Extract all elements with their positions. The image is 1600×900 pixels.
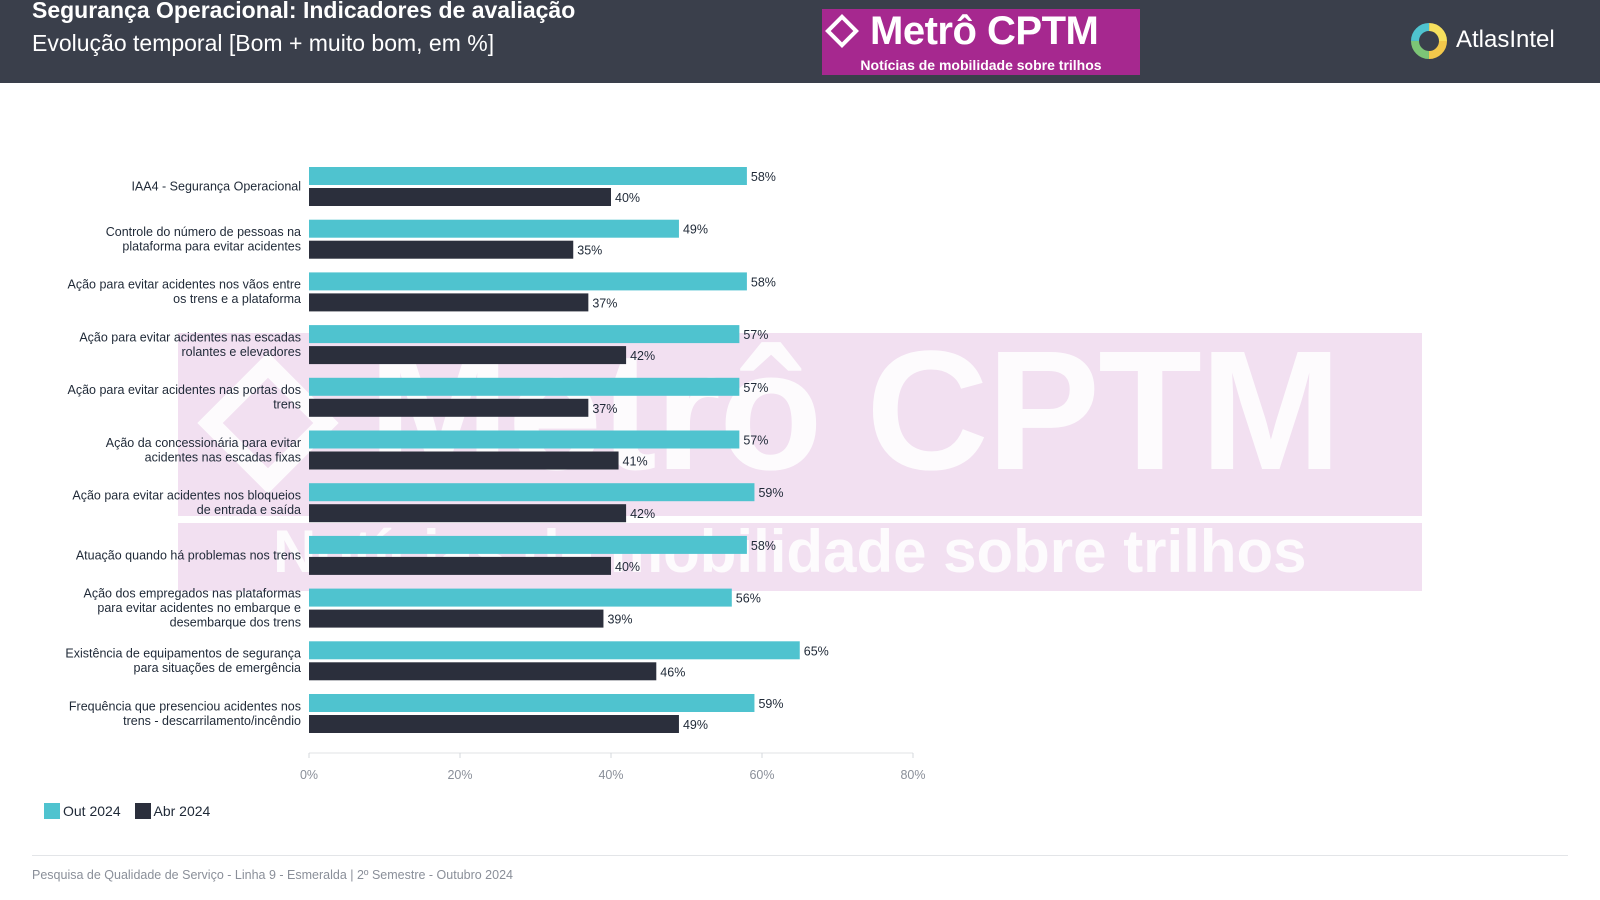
- category-label: rolantes e elevadores: [181, 345, 301, 359]
- bar-abr-2024: [309, 556, 611, 575]
- data-label-abr-2024: 41%: [623, 455, 648, 469]
- bar-abr-2024: [309, 662, 657, 681]
- x-tick-label: 80%: [900, 768, 925, 782]
- data-label-abr-2024: 37%: [592, 402, 617, 416]
- metro-cptm-logo: Metrô CPTM Notícias de mobilidade sobre …: [822, 9, 1140, 75]
- data-label-abr-2024: 39%: [607, 613, 632, 627]
- x-tick-label: 40%: [598, 768, 623, 782]
- data-label-abr-2024: 40%: [615, 560, 640, 574]
- bar-out-2024: [309, 272, 747, 291]
- category-label: IAA4 - Segurança Operacional: [131, 180, 301, 194]
- footer-source: Pesquisa de Qualidade de Serviço - Linha…: [32, 868, 513, 882]
- data-label-abr-2024: 42%: [630, 507, 655, 521]
- page-title: Segurança Operacional: Indicadores de av…: [32, 0, 576, 23]
- data-label-out-2024: 59%: [758, 697, 783, 711]
- footer-divider: [32, 855, 1568, 856]
- bar-abr-2024: [309, 609, 604, 628]
- legend-swatch-abr-2024: [134, 803, 151, 819]
- bar-abr-2024: [309, 346, 627, 365]
- data-label-out-2024: 58%: [751, 539, 776, 553]
- category-label: para situações de emergência: [134, 661, 302, 675]
- legend: Out 2024 Abr 2024: [44, 803, 220, 819]
- bar-out-2024: [309, 588, 732, 607]
- data-label-abr-2024: 42%: [630, 349, 655, 363]
- bar-out-2024: [309, 694, 755, 712]
- data-label-abr-2024: 40%: [615, 191, 640, 205]
- data-label-out-2024: 58%: [751, 170, 776, 184]
- bar-out-2024: [309, 483, 755, 502]
- page-subtitle: Evolução temporal [Bom + muito bom, em %…: [32, 30, 495, 56]
- legend-label-out-2024: Out 2024: [63, 803, 121, 819]
- data-label-abr-2024: 35%: [577, 244, 602, 258]
- category-label: Ação para evitar acidentes nas escadas: [79, 330, 301, 344]
- atlas-ring-icon: [1411, 23, 1447, 59]
- category-label: trens - descarrilamento/incêndio: [123, 714, 301, 728]
- bar-out-2024: [309, 325, 740, 344]
- category-label: os trens e a plataforma: [173, 292, 301, 306]
- bar-out-2024: [309, 430, 740, 449]
- legend-item-abr-2024: Abr 2024: [134, 803, 211, 819]
- data-label-out-2024: 57%: [743, 381, 768, 395]
- bar-out-2024: [309, 167, 747, 185]
- category-label: Controle do número de pessoas na: [106, 225, 301, 239]
- bar-abr-2024: [309, 504, 627, 523]
- data-label-out-2024: 57%: [743, 434, 768, 448]
- category-label: Ação dos empregados nas plataformas: [84, 587, 302, 601]
- data-label-out-2024: 49%: [683, 223, 708, 237]
- bar-abr-2024: [309, 715, 679, 733]
- data-label-out-2024: 65%: [804, 644, 829, 658]
- category-label: para evitar acidentes no embarque e: [97, 601, 301, 615]
- bar-out-2024: [309, 377, 740, 396]
- category-label: Ação para evitar acidentes nas portas do…: [68, 383, 301, 397]
- category-label: Existência de equipamentos de segurança: [65, 647, 301, 661]
- data-label-abr-2024: 46%: [660, 665, 685, 679]
- brand-tagline: Notícias de mobilidade sobre trilhos: [860, 57, 1102, 73]
- x-tick-label: 60%: [749, 768, 774, 782]
- category-label: de entrada e saída: [197, 503, 301, 517]
- category-label: Ação da concessionária para evitar: [106, 436, 301, 450]
- data-label-out-2024: 58%: [751, 275, 776, 289]
- legend-item-out-2024: Out 2024: [44, 803, 121, 819]
- bar-out-2024: [309, 641, 800, 660]
- atlas-name: AtlasIntel: [1456, 26, 1555, 53]
- data-label-out-2024: 59%: [758, 486, 783, 500]
- category-label: trens: [273, 398, 301, 412]
- bar-out-2024: [309, 535, 747, 554]
- x-tick-label: 0%: [300, 768, 318, 782]
- category-label: desembarque dos trens: [170, 616, 301, 630]
- data-label-out-2024: 56%: [736, 592, 761, 606]
- category-label: plataforma para evitar acidentes: [122, 239, 301, 253]
- legend-swatch-out-2024: [44, 803, 60, 819]
- brand-name: Metrô CPTM: [870, 9, 1099, 53]
- category-label: Ação para evitar acidentes nos bloqueios: [72, 488, 301, 502]
- bar-abr-2024: [309, 240, 574, 259]
- category-label: acidentes nas escadas fixas: [145, 450, 301, 464]
- x-tick-label: 20%: [447, 768, 472, 782]
- bar-abr-2024: [309, 188, 611, 206]
- bar-out-2024: [309, 219, 679, 238]
- header-bar: Segurança Operacional: Indicadores de av…: [0, 0, 1600, 83]
- data-label-abr-2024: 37%: [592, 296, 617, 310]
- bar-abr-2024: [309, 451, 619, 470]
- bar-abr-2024: [309, 293, 589, 312]
- category-label: Ação para evitar acidentes nos vãos entr…: [68, 278, 302, 292]
- bar-abr-2024: [309, 398, 589, 417]
- category-label: Atuação quando há problemas nos trens: [76, 548, 301, 562]
- legend-label-abr-2024: Abr 2024: [153, 803, 211, 819]
- data-label-out-2024: 57%: [743, 328, 768, 342]
- category-label: Frequência que presenciou acidentes nos: [69, 699, 301, 713]
- data-label-abr-2024: 49%: [683, 718, 708, 732]
